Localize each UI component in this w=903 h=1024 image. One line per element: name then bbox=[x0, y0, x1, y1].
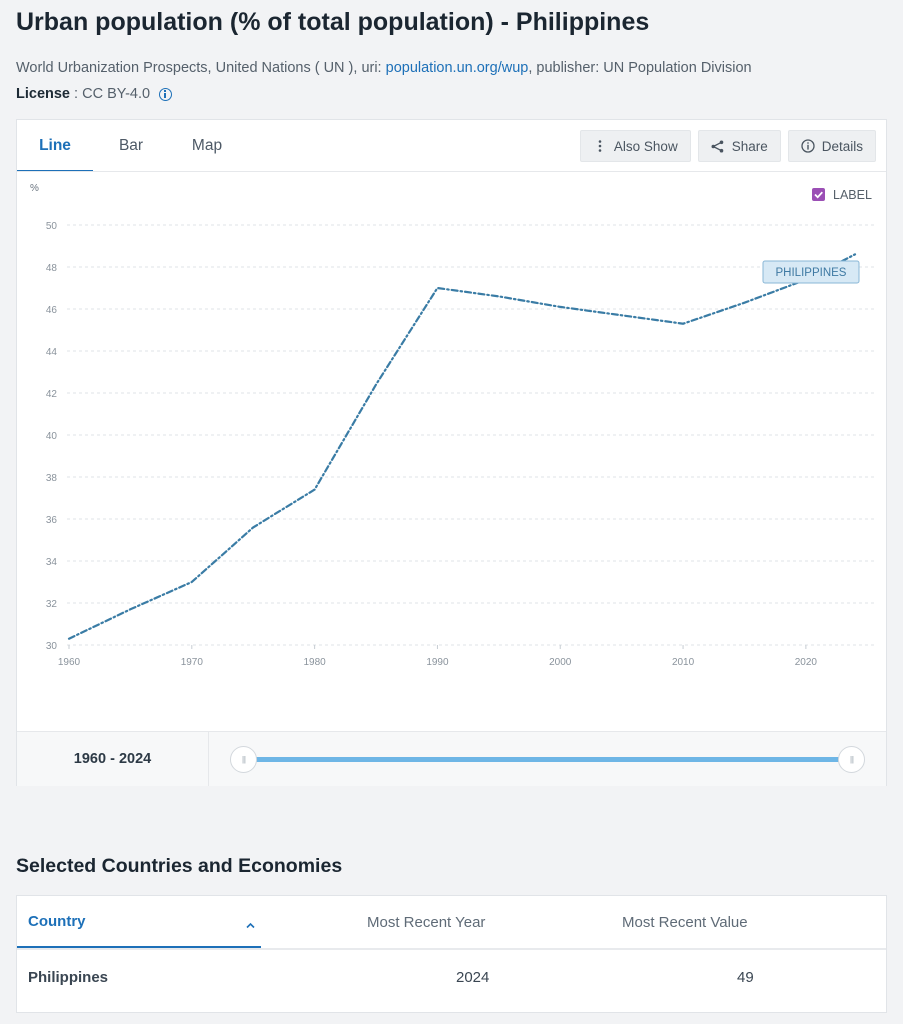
y-axis-label: % bbox=[30, 183, 39, 194]
y-tick-label: 46 bbox=[46, 305, 58, 316]
legend-checkbox bbox=[812, 188, 825, 201]
x-tick-label: 1970 bbox=[181, 657, 204, 668]
series-label-box: PHILIPPINES bbox=[762, 260, 860, 284]
row-value: 49 bbox=[737, 968, 754, 986]
x-axis: 1960 1970 1980 1990 2000 2010 2020 bbox=[58, 645, 818, 668]
y-tick-label: 44 bbox=[46, 347, 58, 358]
share-icon bbox=[711, 139, 725, 153]
vertical-dots-icon bbox=[593, 139, 607, 153]
also-show-label: Also Show bbox=[613, 138, 678, 154]
section-title: Selected Countries and Economies bbox=[16, 855, 343, 877]
chart-tabs: Line Bar Map bbox=[17, 120, 245, 172]
source-line: World Urbanization Prospects, United Nat… bbox=[16, 60, 752, 76]
x-tick-label: 2000 bbox=[549, 657, 572, 668]
row-country[interactable]: Philippines bbox=[28, 968, 109, 986]
share-button[interactable]: Share bbox=[697, 130, 781, 162]
header-divider bbox=[17, 948, 886, 950]
y-tick-label: 38 bbox=[46, 473, 58, 484]
chart-grid bbox=[67, 224, 877, 646]
x-tick-label: 1990 bbox=[426, 657, 449, 668]
license-separator: : bbox=[70, 86, 83, 102]
license-line: License : CC BY-4.0 bbox=[16, 86, 173, 102]
tab-bar[interactable]: Bar bbox=[118, 137, 144, 154]
info-circle-icon bbox=[801, 139, 815, 153]
sort-up-icon bbox=[246, 917, 255, 928]
info-circle-icon[interactable] bbox=[159, 87, 173, 101]
legend-toggle[interactable]: LABEL bbox=[812, 188, 872, 202]
y-tick-label: 40 bbox=[46, 431, 58, 442]
y-tick-label: 32 bbox=[46, 599, 58, 610]
chart-card: Line Bar Map Also Show Share Details 30 3… bbox=[16, 119, 887, 786]
year-range-slider: 1960 - 2024 ||| ||| bbox=[17, 731, 886, 786]
also-show-button[interactable]: Also Show bbox=[579, 130, 691, 162]
details-label: Details bbox=[821, 138, 863, 154]
tabs-divider bbox=[17, 171, 886, 172]
chart-toolbar: Also Show Share Details bbox=[579, 130, 876, 162]
page-title: Urban population (% of total population)… bbox=[16, 8, 650, 36]
x-tick-label: 2010 bbox=[672, 657, 695, 668]
y-tick-label: 50 bbox=[46, 221, 58, 232]
series-label: PHILIPPINES bbox=[776, 267, 847, 279]
slider-track[interactable] bbox=[244, 757, 854, 762]
tab-map[interactable]: Map bbox=[191, 137, 223, 154]
header-most-recent-value[interactable]: Most Recent Value bbox=[622, 913, 748, 931]
y-tick-label: 30 bbox=[46, 641, 58, 652]
tab-line[interactable]: Line bbox=[17, 120, 93, 172]
share-label: Share bbox=[731, 138, 768, 154]
x-tick-label: 2020 bbox=[795, 657, 818, 668]
range-label: 1960 - 2024 bbox=[17, 732, 209, 786]
license-label: License bbox=[16, 86, 70, 102]
header-most-recent-year[interactable]: Most Recent Year bbox=[367, 913, 486, 931]
license-value: CC BY-4.0 bbox=[82, 86, 151, 102]
slider-handle-end[interactable]: ||| bbox=[838, 746, 865, 773]
header-country[interactable]: Country bbox=[17, 896, 261, 948]
y-tick-label: 42 bbox=[46, 389, 58, 400]
series-line-philippines bbox=[67, 253, 857, 640]
source-prefix: World Urbanization Prospects, United Nat… bbox=[16, 60, 386, 76]
y-tick-label: 34 bbox=[46, 557, 58, 568]
details-button[interactable]: Details bbox=[787, 130, 876, 162]
source-link[interactable]: population.un.org/wup bbox=[385, 60, 529, 76]
x-tick-label: 1960 bbox=[58, 657, 81, 668]
y-tick-label: 48 bbox=[46, 263, 58, 274]
header-country-label: Country bbox=[28, 912, 86, 930]
source-suffix: , publisher: UN Population Division bbox=[528, 60, 752, 76]
legend-label: LABEL bbox=[833, 188, 872, 202]
y-tick-label: 36 bbox=[46, 515, 58, 526]
check-icon bbox=[814, 191, 823, 199]
countries-table: Country Most Recent Year Most Recent Val… bbox=[16, 895, 887, 1013]
line-chart: 30 32 34 36 38 40 42 44 46 48 50 1960 1970 1980 1990 2… bbox=[30, 183, 877, 668]
x-tick-label: 1980 bbox=[304, 657, 327, 668]
slider-handle-start[interactable]: ||| bbox=[230, 746, 257, 773]
y-axis: 30 32 34 36 38 40 42 44 46 48 50 bbox=[46, 221, 58, 652]
row-year: 2024 bbox=[456, 968, 490, 986]
